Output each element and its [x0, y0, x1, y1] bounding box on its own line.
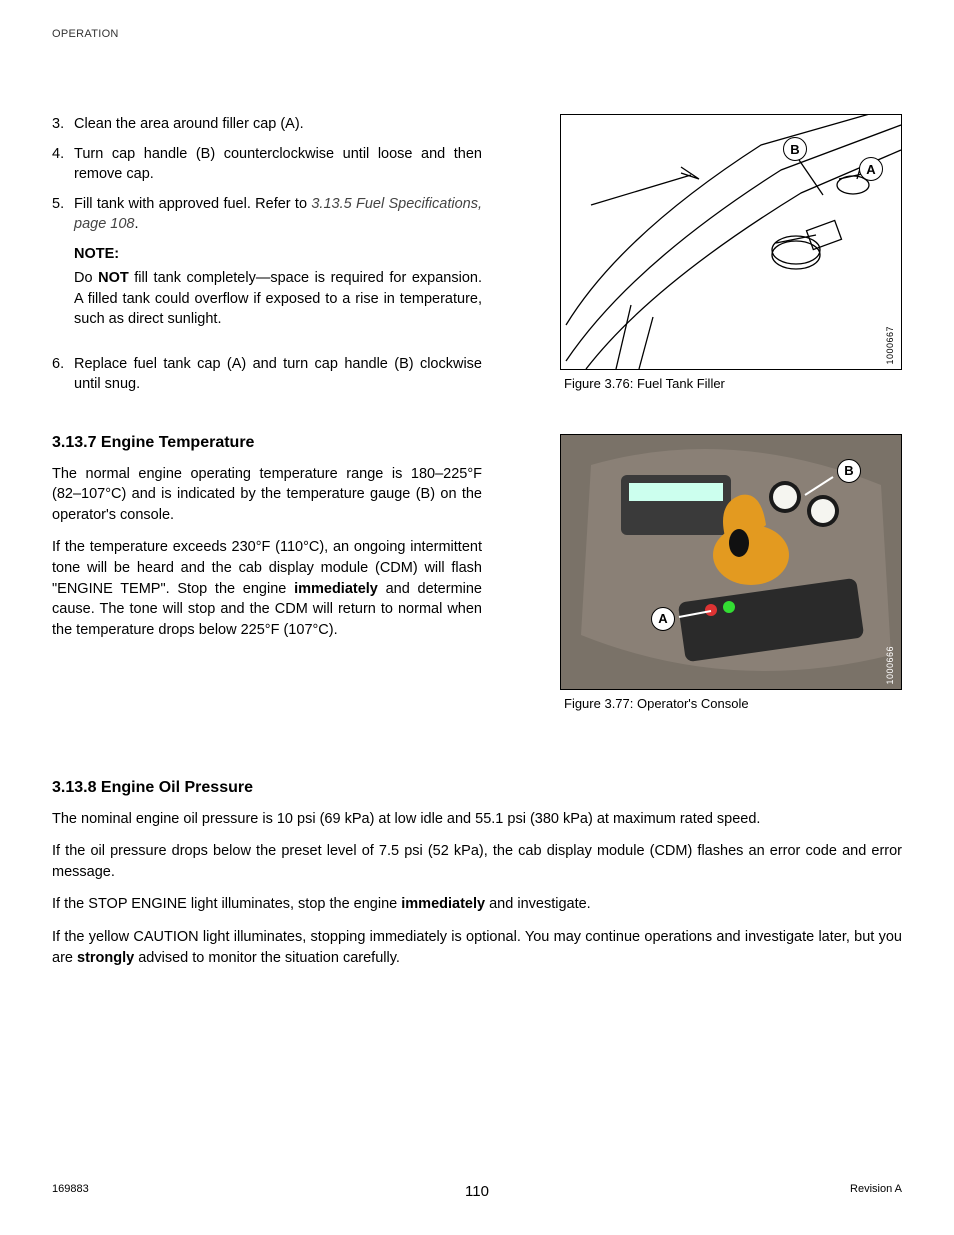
figure2-caption: Figure 3.77: Operator's Console	[564, 696, 902, 711]
temp-p1: The normal engine operating temperature …	[52, 464, 482, 526]
step-number: 6.	[52, 354, 74, 394]
section-oil-pressure: 3.13.8 Engine Oil Pressure The nominal e…	[52, 779, 902, 968]
heading-oil: 3.13.8 Engine Oil Pressure	[52, 779, 902, 797]
heading-temp: 3.13.7 Engine Temperature	[52, 434, 482, 452]
temp-p2: If the temperature exceeds 230°F (110°C)…	[52, 537, 482, 640]
step-5: 5. Fill tank with approved fuel. Refer t…	[52, 194, 482, 344]
oil-p3a: If the STOP ENGINE light illuminates, st…	[52, 896, 401, 912]
temp-p2-bold: immediately	[294, 581, 378, 597]
temp-text-column: 3.13.7 Engine Temperature The normal eng…	[52, 434, 482, 711]
oil-p4b: advised to monitor the situation careful…	[134, 950, 400, 966]
figure2-column: B A 1000666 Figure 3.77: Operator's Cons…	[504, 434, 902, 711]
callout-B: B	[837, 459, 861, 483]
step-text: Replace fuel tank cap (A) and turn cap h…	[74, 354, 482, 394]
step-number: 3.	[52, 114, 74, 134]
note-pre: Do	[74, 270, 98, 286]
note-bold: NOT	[98, 270, 129, 286]
figure1-lineart	[561, 115, 901, 369]
oil-p4: If the yellow CAUTION light illuminates,…	[52, 927, 902, 968]
note-label: NOTE:	[74, 244, 482, 264]
step5-lead: Fill tank with approved fuel. Refer to	[74, 196, 307, 212]
oil-p1: The nominal engine oil pressure is 10 ps…	[52, 809, 902, 830]
oil-p2: If the oil pressure drops below the pres…	[52, 841, 902, 882]
figure-fuel-cap: B A 1000667	[560, 114, 902, 370]
step-6: 6. Replace fuel tank cap (A) and turn ca…	[52, 354, 482, 394]
footer-left: 169883	[52, 1183, 89, 1195]
section-engine-temp: 3.13.7 Engine Temperature The normal eng…	[52, 434, 902, 711]
step-text: Clean the area around filler cap (A).	[74, 114, 482, 134]
footer-right: Revision A	[850, 1183, 902, 1195]
oil-p3b: and investigate.	[485, 896, 591, 912]
footer-page: 110	[465, 1183, 489, 1200]
oil-p3: If the STOP ENGINE light illuminates, st…	[52, 894, 902, 915]
steps-column: 3. Clean the area around filler cap (A).…	[52, 114, 482, 404]
oil-p3-bold: immediately	[401, 896, 485, 912]
step-4: 4. Turn cap handle (B) counterclockwise …	[52, 144, 482, 184]
callout-A: A	[651, 607, 675, 631]
note-block: NOTE: Do NOT fill tank completely—space …	[74, 244, 482, 330]
running-header: OPERATION	[52, 28, 902, 40]
step-text: Fill tank with approved fuel. Refer to 3…	[74, 194, 482, 344]
oil-p4-bold: strongly	[77, 950, 134, 966]
step-number: 5.	[52, 194, 74, 344]
note-body: Do NOT fill tank completely—space is req…	[74, 268, 482, 330]
figure-console: B A 1000666	[560, 434, 902, 690]
step-text: Turn cap handle (B) counterclockwise unt…	[74, 144, 482, 184]
figure1-column: B A 1000667 Figure 3.76: Fuel Tank Fille…	[504, 114, 902, 404]
figure1-number: 1000667	[885, 326, 895, 365]
step-number: 4.	[52, 144, 74, 184]
page: OPERATION 3. Clean the area around fille…	[0, 0, 954, 1235]
header-left: OPERATION	[52, 28, 119, 40]
steps-list: 3. Clean the area around filler cap (A).…	[52, 114, 482, 394]
note-post: fill tank completely—space is required f…	[74, 270, 482, 327]
figure1-caption: Figure 3.76: Fuel Tank Filler	[564, 376, 902, 391]
step5-tail: .	[134, 216, 138, 232]
callout-A: A	[859, 157, 883, 181]
section-fuel-fill: 3. Clean the area around filler cap (A).…	[52, 114, 902, 404]
step-3: 3. Clean the area around filler cap (A).	[52, 114, 482, 134]
figure2-number: 1000666	[885, 646, 895, 685]
callout-B: B	[783, 137, 807, 161]
